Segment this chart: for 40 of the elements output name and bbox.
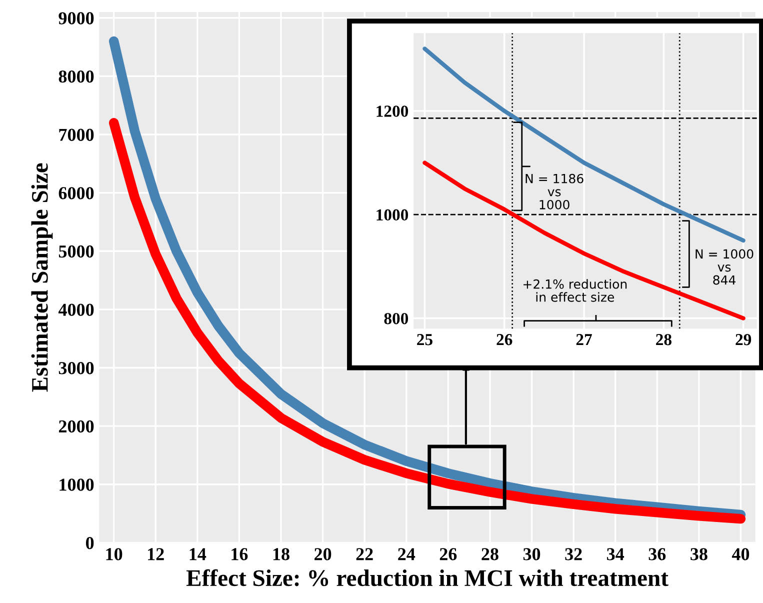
x-tick-label: 30 <box>523 548 540 560</box>
y-tick-label: 0 <box>86 536 94 550</box>
y-tick-label: 4000 <box>58 304 94 316</box>
annotation: N = 1186 vs 1000 <box>526 174 584 210</box>
x-tick-label: 27 <box>576 334 592 346</box>
x-tick-label: 22 <box>356 548 373 560</box>
annotation: +2.1% reduction in effect size <box>524 279 627 302</box>
x-tick-label: 34 <box>607 548 624 560</box>
x-tick-label: 14 <box>190 548 206 560</box>
x-tick-label: 28 <box>482 548 498 560</box>
x-tick-label: 26 <box>440 548 457 560</box>
x-tick-label: 38 <box>690 548 708 560</box>
x-tick-label: 40 <box>732 548 750 560</box>
y-tick-label: 800 <box>384 312 408 324</box>
y-tick-label: 2000 <box>58 420 94 433</box>
x-tick-label: 12 <box>148 548 164 560</box>
y-tick-label: 9000 <box>58 12 94 24</box>
annotation: N = 1000 vs 844 <box>696 249 754 285</box>
x-tick-label: 24 <box>398 548 416 560</box>
y-tick-label: 1000 <box>376 209 408 221</box>
x-tick-label: 10 <box>106 548 122 560</box>
line-series <box>422 46 746 243</box>
y-tick-label: 7000 <box>59 128 94 141</box>
y-tick-label: 5000 <box>58 245 94 258</box>
y-tick-label: 1000 <box>60 478 94 491</box>
y-axis-title: Estimated Sample Size <box>31 163 53 392</box>
x-tick-label: 20 <box>314 548 332 560</box>
x-tick-label: 36 <box>648 548 666 560</box>
x-tick-label: 25 <box>417 334 432 346</box>
y-tick-label: 3000 <box>58 362 94 374</box>
x-tick-label: 26 <box>496 334 512 346</box>
x-tick-label: 18 <box>273 548 290 560</box>
x-tick-label: 32 <box>565 548 582 560</box>
y-tick-label: 6000 <box>58 187 94 200</box>
x-tick-label: 16 <box>232 548 248 560</box>
x-tick-label: 28 <box>656 334 672 346</box>
x-tick-label: 29 <box>736 334 752 346</box>
y-tick-label: 1200 <box>376 106 408 117</box>
y-tick-label: 8000 <box>58 70 94 83</box>
x-axis-title: Effect Size: % reduction in MCI with treatment <box>186 569 668 586</box>
